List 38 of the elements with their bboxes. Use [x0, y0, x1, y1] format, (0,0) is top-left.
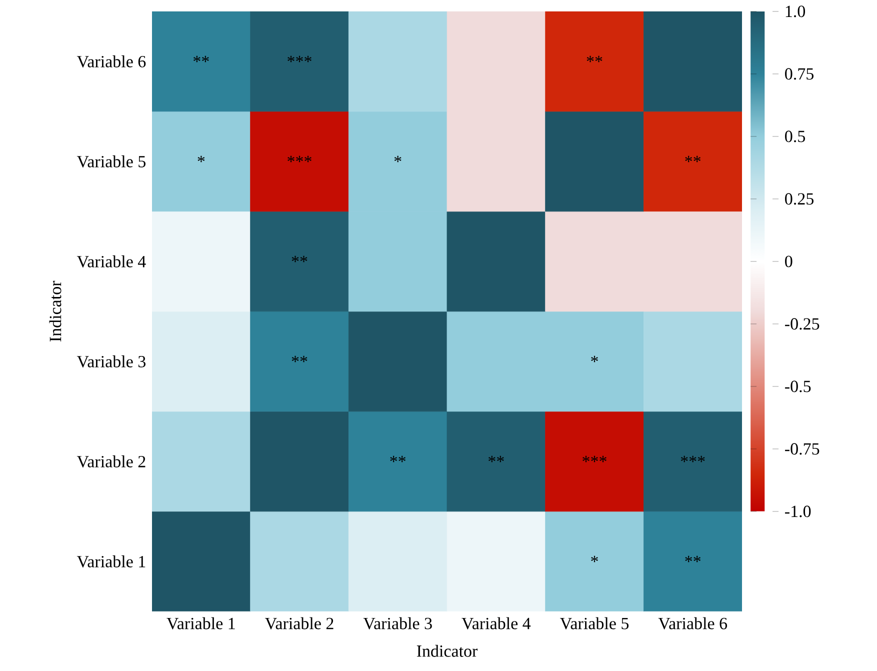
data-label: ** — [685, 156, 701, 162]
y-tick-label: Variable 2 — [76, 455, 146, 468]
y-tick-label: Variable 6 — [76, 55, 146, 68]
data-label: ** — [685, 556, 701, 562]
data-label: ** — [292, 356, 308, 362]
data-label: ** — [194, 56, 209, 62]
y-axis-title: Indicator — [49, 280, 62, 342]
data-label: * — [591, 556, 598, 562]
data-label: ** — [390, 456, 406, 462]
data-label: *** — [288, 156, 312, 162]
y-tick-label: Variable 3 — [76, 355, 146, 368]
color-bar-label: 0.5 — [785, 130, 805, 142]
color-bar-label: 0.75 — [785, 68, 814, 80]
data-label: ** — [488, 456, 504, 462]
y-tick-label: Variable 5 — [76, 155, 146, 168]
y-tick-label: Variable 1 — [76, 555, 146, 568]
data-label: * — [591, 356, 598, 362]
data-label: * — [198, 156, 205, 162]
x-tick-label: Variable 3 — [363, 617, 432, 630]
x-tick-label: Variable 5 — [560, 617, 629, 630]
color-bar-label: 0 — [785, 255, 792, 267]
x-axis-title: Indicator — [416, 644, 478, 657]
data-label: *** — [680, 456, 705, 462]
x-tick-label: Variable 4 — [462, 617, 531, 630]
y-tick-label: Variable 4 — [76, 255, 146, 268]
x-tick-label: Variable 6 — [658, 617, 728, 630]
x-tick-label: Variable 2 — [265, 617, 334, 630]
data-label: ** — [292, 256, 308, 262]
color-bar-label: -1.0 — [785, 505, 811, 517]
color-bar-label: 0.25 — [785, 192, 814, 204]
color-bar-label: -0.75 — [785, 442, 820, 454]
color-bar-label: 1.0 — [786, 5, 806, 17]
x-tick-label: Variable 1 — [166, 617, 235, 630]
data-label: *** — [582, 456, 606, 462]
data-label: * — [394, 156, 402, 162]
color-bar-label: -0.5 — [785, 380, 811, 392]
color-bar-label: -0.25 — [785, 318, 820, 330]
data-label: ** — [586, 56, 602, 62]
